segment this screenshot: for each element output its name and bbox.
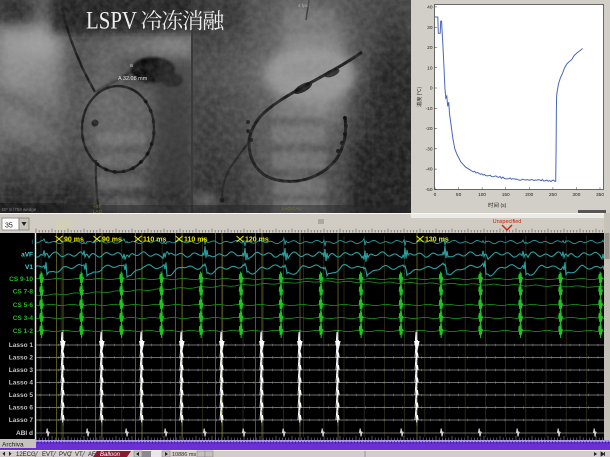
svg-text:150: 150	[502, 192, 510, 198]
svg-text:300: 300	[572, 192, 580, 198]
svg-text:CS 5-6: CS 5-6	[13, 302, 34, 309]
svg-text:120 ms: 120 ms	[245, 237, 269, 244]
svg-text:Lasso 7: Lasso 7	[9, 417, 34, 424]
svg-text:40: 40	[427, 5, 433, 11]
svg-text:Balloon: Balloon	[100, 452, 121, 457]
svg-text:LSPV: LSPV	[86, 6, 137, 35]
svg-text:VT: VT	[75, 452, 83, 457]
svg-text:V1: V1	[25, 264, 33, 271]
svg-text:Lasso 2: Lasso 2	[9, 355, 34, 362]
svg-text:CS 9-10: CS 9-10	[9, 276, 33, 283]
svg-text:35: 35	[5, 223, 13, 230]
svg-text:PVC: PVC	[59, 452, 72, 457]
svg-text:CS 1-2: CS 1-2	[13, 328, 34, 335]
svg-text:AF: AF	[88, 452, 96, 457]
svg-text:Archiva: Archiva	[2, 442, 24, 449]
svg-text:aVF: aVF	[21, 252, 33, 259]
svg-text:110 ms: 110 ms	[184, 237, 207, 244]
svg-text:-10: -10	[426, 106, 433, 112]
svg-text:I: I	[31, 240, 33, 246]
svg-text:0: 0	[430, 86, 433, 92]
svg-text:350: 350	[596, 192, 604, 198]
svg-text:-30: -30	[426, 146, 433, 152]
svg-text:EVT: EVT	[42, 452, 54, 457]
svg-text:12ECG: 12ECG	[16, 452, 36, 457]
svg-text:(s): (s)	[501, 203, 507, 209]
svg-text:10: 10	[427, 65, 433, 71]
svg-text:Lasso 4: Lasso 4	[9, 380, 34, 387]
svg-text:20: 20	[427, 45, 433, 51]
svg-text:90 ms: 90 ms	[102, 237, 122, 244]
svg-text:ABl d: ABl d	[16, 430, 33, 437]
svg-text:Lasso 1: Lasso 1	[9, 342, 34, 349]
svg-text:130 ms: 130 ms	[425, 237, 449, 244]
svg-text:0: 0	[434, 192, 437, 198]
svg-text:-40: -40	[426, 167, 433, 173]
svg-text:90 ms: 90 ms	[64, 237, 84, 244]
svg-text:50: 50	[456, 192, 462, 198]
svg-text:200: 200	[525, 192, 533, 198]
svg-text:250: 250	[549, 192, 557, 198]
svg-text:-50: -50	[426, 187, 433, 193]
svg-text:-20: -20	[426, 126, 433, 132]
svg-text:CS 3-4: CS 3-4	[13, 315, 34, 322]
svg-text:10886 ms: 10886 ms	[172, 452, 196, 457]
svg-text:Lasso 5: Lasso 5	[9, 392, 34, 399]
svg-text:110 ms: 110 ms	[143, 237, 166, 244]
svg-text:Unspecified: Unspecified	[493, 219, 522, 225]
svg-text:30: 30	[427, 25, 433, 31]
svg-text:CS 7-8: CS 7-8	[13, 289, 34, 296]
svg-text:Lasso 3: Lasso 3	[9, 367, 34, 374]
svg-text:Lasso 6: Lasso 6	[9, 405, 34, 412]
svg-text:100: 100	[478, 192, 486, 198]
